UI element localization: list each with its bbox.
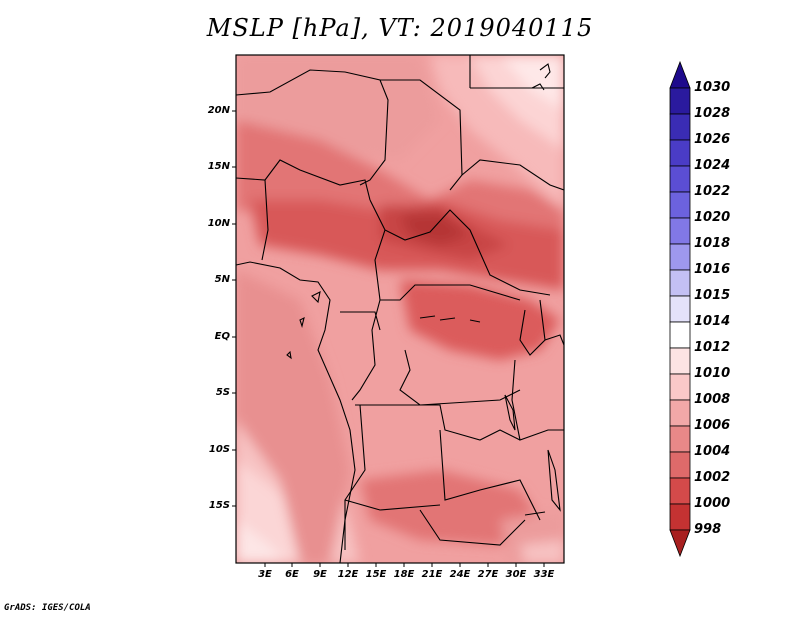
colorbar-label: 1004 bbox=[694, 444, 731, 459]
lat-label: 5S bbox=[215, 387, 230, 398]
lon-label: 6E bbox=[285, 569, 299, 580]
lon-label: 9E bbox=[313, 569, 327, 580]
map-frame bbox=[235, 54, 565, 564]
colorbar-box bbox=[669, 399, 691, 427]
colorbar-label: 1020 bbox=[694, 210, 731, 225]
lat-label: 15N bbox=[207, 161, 230, 172]
colorbar-label: 1012 bbox=[694, 340, 731, 355]
lon-label: 15E bbox=[365, 569, 387, 580]
colorbar-box bbox=[669, 113, 691, 141]
lat-label: EQ bbox=[214, 331, 230, 342]
colorbar-box bbox=[669, 165, 691, 193]
lon-label: 3E bbox=[258, 569, 272, 580]
colorbar-label: 1006 bbox=[694, 418, 731, 433]
lon-label: 33E bbox=[533, 569, 555, 580]
lon-label: 18E bbox=[393, 569, 415, 580]
lat-label: 15S bbox=[208, 500, 230, 511]
colorbar-label: 1016 bbox=[694, 262, 731, 277]
colorbar-label: 1000 bbox=[694, 496, 731, 511]
colorbar-box bbox=[669, 243, 691, 271]
colorbar-box bbox=[669, 295, 691, 323]
colorbar-label: 1024 bbox=[694, 158, 731, 173]
lon-label: 30E bbox=[505, 569, 527, 580]
colorbar-box bbox=[669, 87, 691, 115]
coastlines bbox=[236, 63, 561, 563]
colorbar-label: 1030 bbox=[694, 80, 731, 95]
colorbar-box bbox=[669, 217, 691, 245]
colorbar-box bbox=[669, 191, 691, 219]
country-borders bbox=[236, 55, 564, 550]
grads-credit: GrADS: IGES/COLA bbox=[4, 603, 91, 613]
colorbar-box bbox=[669, 373, 691, 401]
colorbar-box bbox=[669, 451, 691, 479]
map-title: MSLP [hPa], VT: 2019040115 bbox=[206, 14, 594, 42]
lon-label: 12E bbox=[337, 569, 359, 580]
lat-label: 5N bbox=[214, 274, 230, 285]
colorbar-box bbox=[669, 477, 691, 505]
lon-label: 21E bbox=[421, 569, 443, 580]
colorbar-label: 1028 bbox=[694, 106, 731, 121]
pressure-field bbox=[236, 55, 564, 563]
colorbar-cap-bottom bbox=[669, 529, 691, 558]
lat-label: 10S bbox=[208, 444, 230, 455]
lat-label: 20N bbox=[207, 105, 230, 116]
colorbar-box bbox=[669, 269, 691, 297]
colorbar-box bbox=[669, 347, 691, 375]
colorbar bbox=[669, 60, 691, 558]
colorbar-cap-top bbox=[669, 60, 691, 89]
lon-label: 24E bbox=[449, 569, 471, 580]
colorbar-label: 1008 bbox=[694, 392, 731, 407]
colorbar-label: 1018 bbox=[694, 236, 731, 251]
colorbar-label: 1022 bbox=[694, 184, 731, 199]
colorbar-label: 998 bbox=[694, 522, 722, 537]
colorbar-box bbox=[669, 139, 691, 167]
colorbar-label: 1026 bbox=[694, 132, 731, 147]
colorbar-label: 1014 bbox=[694, 314, 731, 329]
axis-ticks bbox=[232, 110, 545, 567]
colorbar-label: 1010 bbox=[694, 366, 731, 381]
colorbar-label: 1015 bbox=[694, 288, 731, 303]
lon-label: 27E bbox=[477, 569, 499, 580]
colorbar-box bbox=[669, 503, 691, 531]
lat-label: 10N bbox=[207, 218, 230, 229]
colorbar-label: 1002 bbox=[694, 470, 731, 485]
colorbar-box bbox=[669, 425, 691, 453]
colorbar-box bbox=[669, 321, 691, 349]
